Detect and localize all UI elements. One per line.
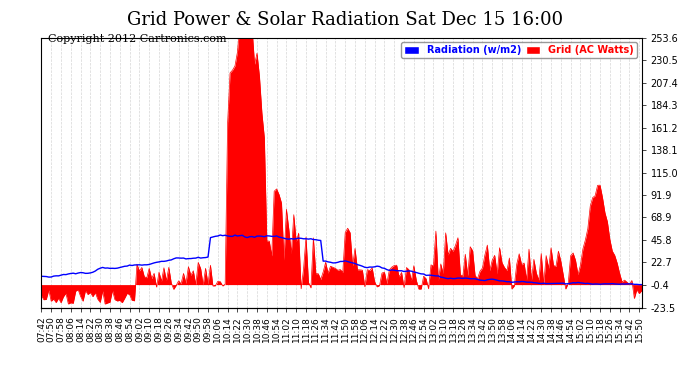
Legend: Radiation (w/m2), Grid (AC Watts): Radiation (w/m2), Grid (AC Watts) <box>402 42 637 58</box>
Text: Copyright 2012 Cartronics.com: Copyright 2012 Cartronics.com <box>48 34 227 44</box>
Text: Grid Power & Solar Radiation Sat Dec 15 16:00: Grid Power & Solar Radiation Sat Dec 15 … <box>127 11 563 29</box>
